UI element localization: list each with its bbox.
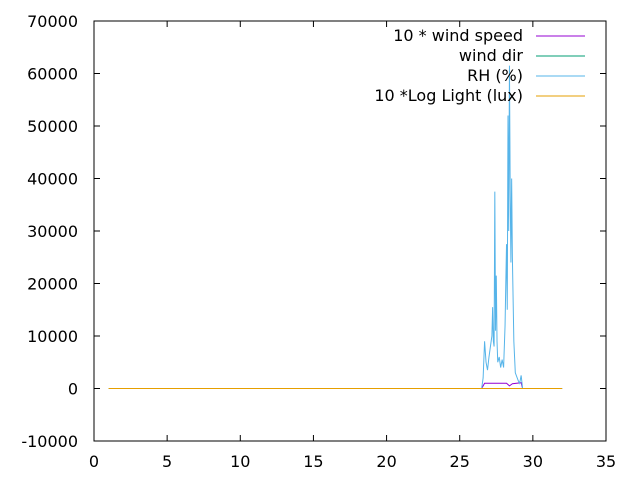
legend-label: 10 *Log Light (lux) [374,86,523,105]
x-tick-label: 0 [89,452,99,471]
legend-label: RH (%) [467,66,523,85]
y-tick-label: 50000 [27,117,78,136]
y-axis: -10000 0 10000 20000 30000 40000 50000 60000 700… [21,12,606,451]
x-tick-label: 35 [596,452,616,471]
x-axis: 0 5 10 15 20 25 30 35 [89,21,616,471]
y-tick-label: 70000 [27,12,78,31]
y-tick-label: 60000 [27,65,78,84]
y-tick-label: 30000 [27,222,78,241]
x-tick-label: 10 [230,452,250,471]
y-tick-label: -10000 [21,432,78,451]
y-tick-label: 10000 [27,327,78,346]
series-layer [108,65,563,389]
x-tick-label: 5 [162,452,172,471]
y-tick-label: 40000 [27,170,78,189]
series-line-0 [108,382,563,389]
x-tick-label: 15 [303,452,323,471]
y-tick-label: 20000 [27,275,78,294]
plot-border [93,20,607,442]
x-tick-label: 20 [376,452,396,471]
x-tick-label: 25 [450,452,470,471]
legend-label: wind dir [459,46,524,65]
y-tick-label: 0 [68,380,78,399]
legend-label: 10 * wind speed [393,26,523,45]
series-line-2 [108,65,563,389]
x-tick-label: 30 [523,452,543,471]
